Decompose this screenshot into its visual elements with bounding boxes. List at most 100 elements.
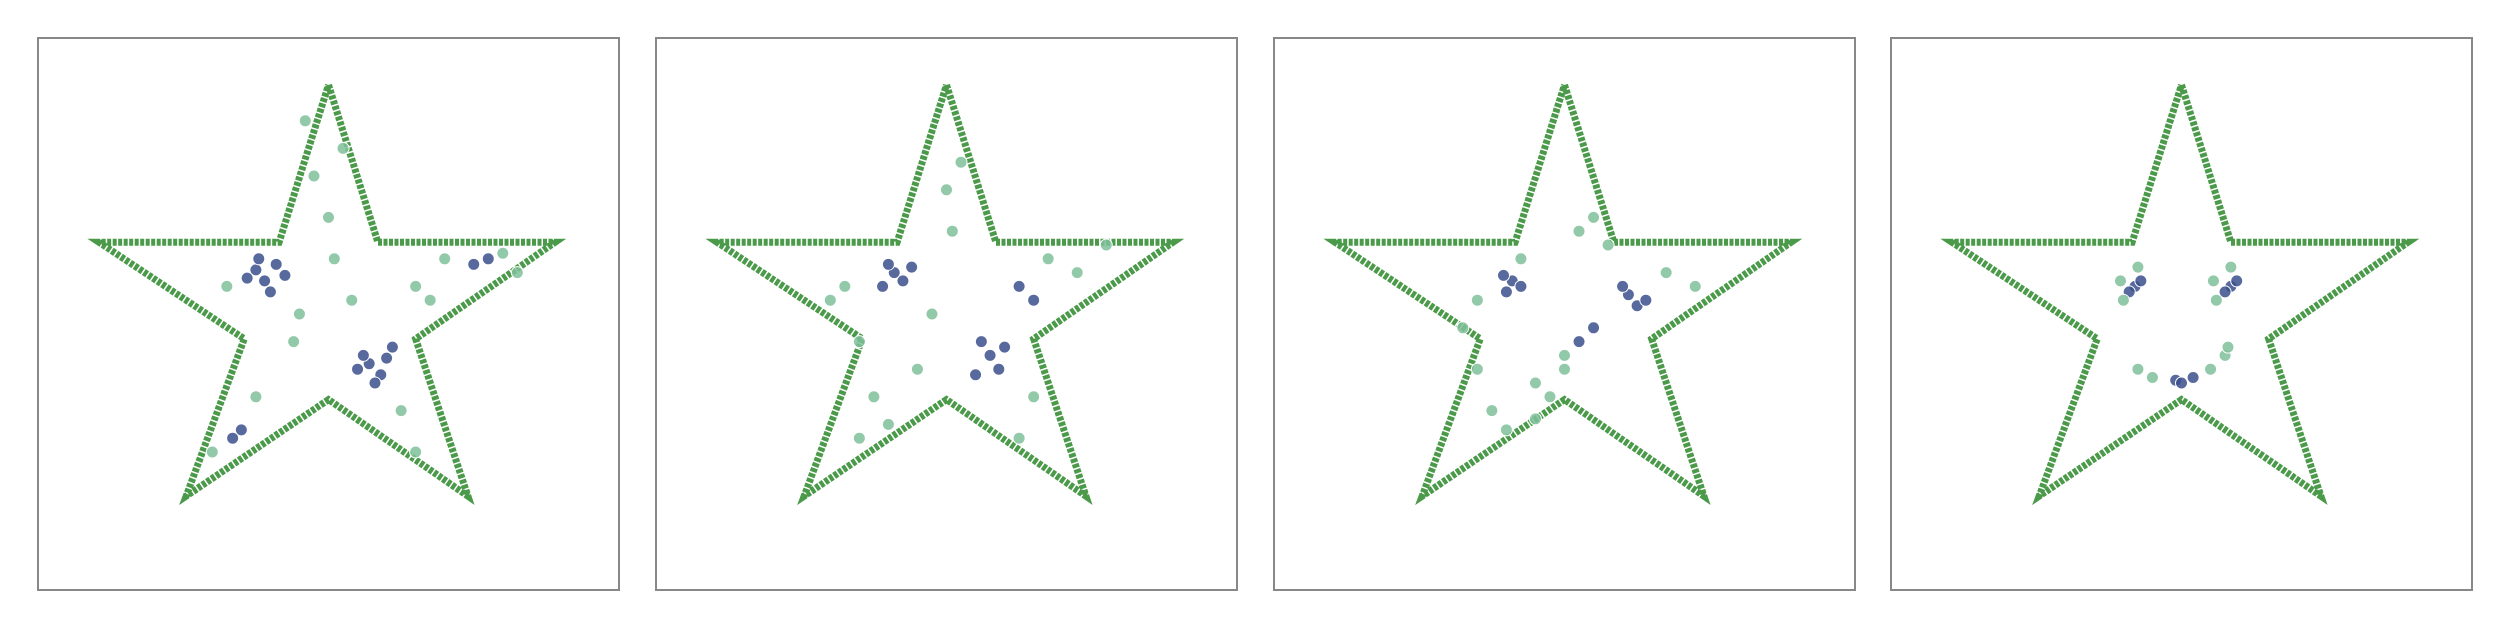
- panel-frame: [37, 37, 620, 591]
- scatter-point: [2209, 293, 2223, 307]
- panel-frame: [655, 37, 1238, 591]
- scatter-point: [1514, 279, 1528, 293]
- scatter-point: [1558, 362, 1571, 376]
- scatter-point: [1456, 321, 1470, 335]
- scatter-point: [1499, 285, 1513, 299]
- scatter-point: [2204, 362, 2218, 376]
- scatter-point: [881, 257, 895, 271]
- scatter-point: [983, 348, 997, 362]
- scatter-point: [336, 141, 350, 155]
- scatter-point: [881, 417, 895, 431]
- scatter-point: [1616, 279, 1630, 293]
- scatter-point: [992, 362, 1006, 376]
- scatter-point: [351, 362, 365, 376]
- scatter-point: [1499, 423, 1513, 437]
- scatter-point: [852, 431, 866, 445]
- scatter-point: [252, 252, 266, 266]
- scatter-point: [287, 335, 301, 349]
- scatter-point: [298, 114, 312, 128]
- scatter-point: [1514, 252, 1528, 266]
- scatter-point: [2224, 260, 2238, 274]
- scatter-point: [394, 404, 408, 418]
- scatter-point: [327, 252, 341, 266]
- scatter-point: [278, 268, 292, 282]
- scatter-point: [1558, 348, 1571, 362]
- scatter-point: [2113, 274, 2127, 288]
- scatter-point: [409, 445, 423, 459]
- scatter-point: [1485, 404, 1499, 418]
- scatter-point: [205, 445, 219, 459]
- scatter-point: [910, 362, 924, 376]
- scatter-point: [368, 376, 382, 390]
- scatter-point: [945, 224, 959, 238]
- scatter-point: [438, 252, 452, 266]
- scatter-point: [249, 390, 263, 404]
- scatter-point: [1639, 293, 1653, 307]
- scatter-point: [234, 423, 248, 437]
- scatter-point: [954, 155, 968, 169]
- scatter-point: [292, 307, 306, 321]
- scatter-point: [258, 274, 272, 288]
- star-outline: [1940, 83, 2420, 506]
- scatter-point: [2131, 362, 2145, 376]
- scatter-point: [1470, 293, 1484, 307]
- scatter-point: [1027, 293, 1041, 307]
- scatter-point: [2230, 274, 2244, 288]
- scatter-point: [1587, 210, 1601, 224]
- scatter-point: [2145, 370, 2159, 384]
- scatter-point: [823, 293, 837, 307]
- scatter-point: [345, 293, 359, 307]
- panel-frame: [1890, 37, 2473, 591]
- scatter-point: [852, 335, 866, 349]
- scatter-point: [2175, 376, 2188, 390]
- scatter-point: [1659, 266, 1673, 280]
- scatter-point: [322, 210, 335, 224]
- scatter-point: [510, 266, 524, 280]
- scatter-point: [969, 368, 983, 382]
- scatter-point: [896, 274, 910, 288]
- scatter-point: [481, 252, 495, 266]
- star-outline: [87, 83, 567, 506]
- scatter-point: [1012, 431, 1026, 445]
- scatter-point: [220, 279, 234, 293]
- scatter-point: [2186, 370, 2200, 384]
- scatter-point: [1012, 279, 1026, 293]
- scatter-point: [2221, 340, 2235, 354]
- scatter-point: [1528, 376, 1542, 390]
- scatter-point: [925, 307, 939, 321]
- scatter-point: [1528, 412, 1542, 426]
- star-outline: [1323, 83, 1803, 506]
- scatter-point: [226, 431, 240, 445]
- scatter-point: [1099, 238, 1113, 252]
- scatter-point: [380, 351, 394, 365]
- scatter-point: [1041, 252, 1055, 266]
- panel-frame: [1273, 37, 1856, 591]
- scatter-point: [1572, 224, 1586, 238]
- scatter-point: [1027, 390, 1041, 404]
- scatter-point: [940, 183, 953, 197]
- scatter-point: [1688, 279, 1702, 293]
- scatter-point: [1070, 266, 1084, 280]
- scatter-point: [905, 260, 919, 274]
- scatter-point: [356, 348, 370, 362]
- scatter-point: [2131, 260, 2145, 274]
- scatter-point: [496, 246, 510, 260]
- star-outline: [705, 83, 1185, 506]
- scatter-point: [307, 169, 321, 183]
- scatter-point: [998, 340, 1012, 354]
- scatter-point: [1601, 238, 1615, 252]
- scatter-point: [1572, 335, 1586, 349]
- scatter-point: [867, 390, 881, 404]
- scatter-point: [409, 279, 423, 293]
- scatter-point: [1587, 321, 1601, 335]
- scatter-point: [2116, 293, 2130, 307]
- scatter-point: [2134, 274, 2148, 288]
- scatter-point: [1496, 268, 1510, 282]
- scatter-point: [2206, 274, 2220, 288]
- scatter-point: [269, 257, 283, 271]
- scatter-point: [467, 257, 481, 271]
- scatter-point: [2218, 285, 2232, 299]
- scatter-point: [1470, 362, 1484, 376]
- scatter-point: [423, 293, 437, 307]
